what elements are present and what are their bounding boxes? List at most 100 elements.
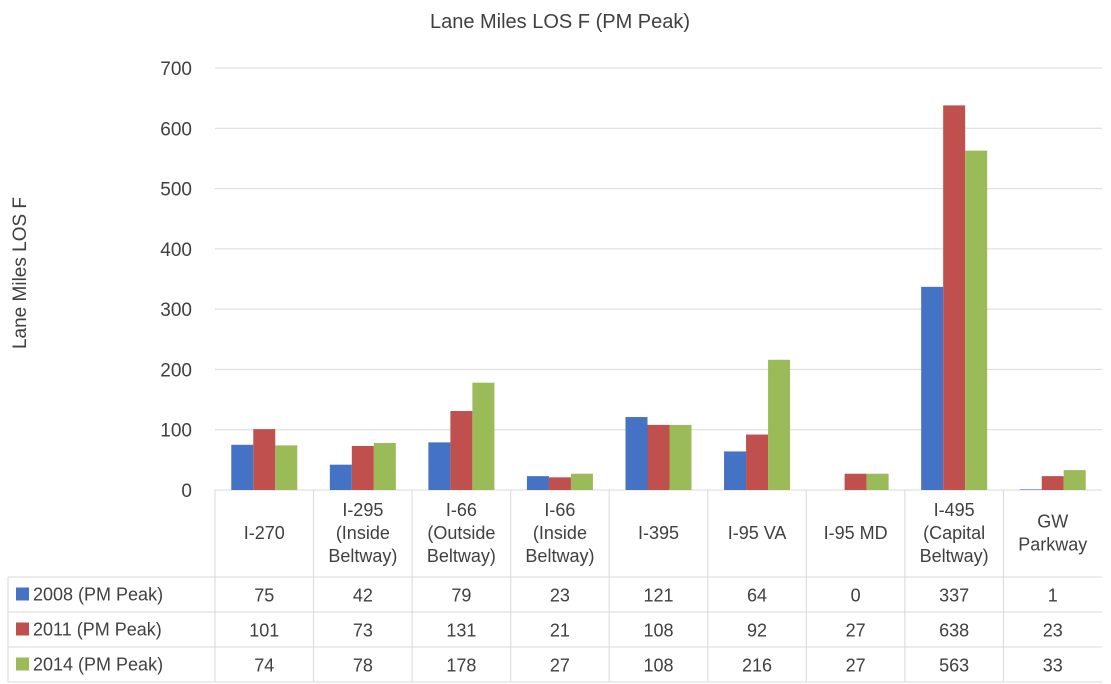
y-tick-label: 600 — [160, 119, 192, 140]
bar — [1063, 470, 1086, 490]
bar — [275, 445, 298, 490]
category-label-line: Parkway — [1018, 535, 1087, 555]
y-tick-label: 300 — [160, 300, 192, 321]
category-label-line: I-495 — [934, 500, 975, 520]
category-label-line: I-66 — [544, 500, 575, 520]
category-label: GW Parkway — [1018, 512, 1087, 555]
data-label: 78 — [353, 656, 373, 676]
category-label-line: I-395 — [638, 523, 679, 543]
category-label: I-395 — [638, 523, 679, 543]
bars — [231, 105, 1086, 491]
category-label: I-66 (Inside Beltway) — [525, 500, 594, 566]
y-tick-label: 100 — [160, 421, 192, 442]
y-tick-label: 400 — [160, 240, 192, 261]
data-label: 74 — [254, 656, 274, 676]
bar — [1019, 489, 1042, 490]
bar — [351, 445, 374, 490]
bar — [965, 150, 988, 490]
category-label: I-95 VA — [728, 523, 787, 543]
bar — [526, 476, 549, 490]
data-label: 33 — [1043, 656, 1063, 676]
bar — [746, 434, 769, 490]
bar — [253, 429, 276, 490]
data-label: 27 — [846, 621, 866, 641]
category-label-line: Beltway) — [427, 546, 496, 566]
y-axis-label: Lane Miles LOS F — [10, 197, 31, 349]
data-label: 0 — [851, 586, 861, 606]
bar — [866, 473, 889, 490]
category-label-line: (Inside — [533, 523, 587, 543]
category-label-line: Beltway) — [328, 546, 397, 566]
legend-label: 2014 (PM Peak) — [33, 655, 163, 675]
y-tick-label: 700 — [160, 59, 192, 80]
data-label: 337 — [939, 586, 969, 606]
legend-label: 2008 (PM Peak) — [33, 585, 163, 605]
y-tick-label: 200 — [160, 360, 192, 381]
legend-swatch — [16, 657, 29, 671]
data-label: 108 — [643, 621, 673, 641]
y-axis-ticks: 0 100 200 300 400 500 600 700 — [160, 59, 192, 502]
legend-swatch — [16, 587, 29, 601]
data-label: 23 — [550, 586, 570, 606]
data-label: 638 — [939, 621, 969, 641]
category-label-line: I-66 — [446, 500, 477, 520]
data-label: 75 — [254, 586, 274, 606]
data-label: 64 — [747, 586, 767, 606]
bar — [768, 359, 791, 490]
data-label: 92 — [747, 621, 767, 641]
data-label: 563 — [939, 656, 969, 676]
bar — [329, 464, 352, 490]
legend-label: 2011 (PM Peak) — [33, 620, 162, 640]
bar — [943, 105, 966, 491]
data-label: 23 — [1043, 621, 1063, 641]
bar — [625, 417, 648, 490]
category-label: I-66 (Outside Beltway) — [427, 500, 496, 566]
category-label-line: I-95 MD — [824, 523, 888, 543]
category-label-line: (Outside — [427, 523, 495, 543]
bar — [724, 451, 747, 490]
chart-title: Lane Miles LOS F (PM Peak) — [430, 11, 690, 33]
data-table: I-270 I-295 (Inside Beltway) I-66 (Outside Bel… — [7, 490, 1102, 683]
category-label-line: I-95 VA — [728, 523, 787, 543]
bar — [428, 442, 451, 490]
y-tick-label: 500 — [160, 180, 192, 201]
bar — [548, 477, 571, 490]
data-label: 121 — [643, 586, 673, 606]
bar — [231, 444, 254, 490]
category-label-line: (Inside — [336, 523, 390, 543]
data-label: 101 — [249, 621, 279, 641]
bar — [647, 424, 670, 490]
category-label: I-270 — [244, 523, 285, 543]
bar — [472, 382, 495, 490]
category-label-line: (Capital — [923, 523, 985, 543]
category-label: I-495 (Capital Beltway) — [920, 500, 989, 566]
data-label: 27 — [846, 656, 866, 676]
y-tick-label: 0 — [181, 481, 192, 502]
category-label: I-95 MD — [824, 523, 888, 543]
data-label: 73 — [353, 621, 373, 641]
legend-swatch — [16, 622, 29, 636]
data-label: 131 — [446, 621, 476, 641]
data-label: 27 — [550, 656, 570, 676]
data-label: 178 — [446, 656, 476, 676]
data-label: 42 — [353, 586, 373, 606]
bar — [373, 442, 396, 490]
bar — [844, 473, 867, 490]
bar — [570, 473, 593, 490]
data-label: 21 — [550, 621, 570, 641]
data-label: 1 — [1048, 586, 1058, 606]
category-label-line: I-270 — [244, 523, 285, 543]
bar — [450, 411, 473, 490]
bar — [921, 286, 944, 490]
data-label: 108 — [643, 656, 673, 676]
category-label-line: GW — [1037, 512, 1068, 532]
category-label-line: Beltway) — [525, 546, 594, 566]
data-label: 216 — [742, 656, 772, 676]
data-label: 79 — [451, 586, 471, 606]
category-label: I-295 (Inside Beltway) — [328, 500, 397, 566]
category-label-line: I-295 — [342, 500, 383, 520]
bar — [1041, 476, 1064, 490]
bar — [669, 424, 692, 490]
category-label-line: Beltway) — [920, 546, 989, 566]
